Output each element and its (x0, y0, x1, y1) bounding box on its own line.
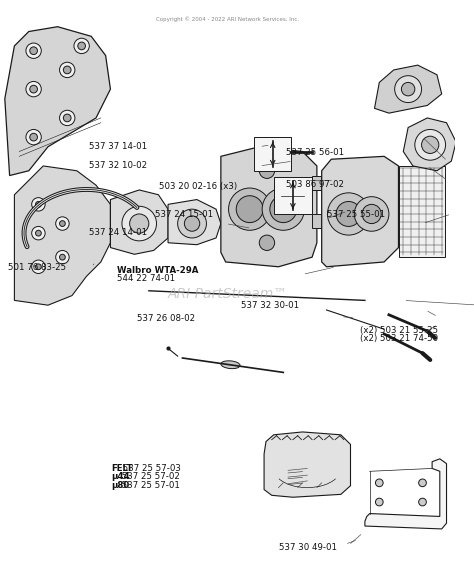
Circle shape (355, 196, 389, 231)
Circle shape (415, 130, 446, 160)
Circle shape (26, 130, 41, 145)
Polygon shape (5, 27, 110, 175)
Polygon shape (221, 147, 317, 267)
Text: FELT: FELT (111, 464, 133, 473)
Polygon shape (168, 199, 221, 245)
Circle shape (32, 198, 45, 211)
Circle shape (64, 114, 71, 122)
Circle shape (401, 82, 415, 96)
Bar (255, 137, 291, 171)
Circle shape (122, 206, 156, 241)
Text: 537 25 56-01: 537 25 56-01 (286, 148, 344, 157)
Polygon shape (14, 166, 110, 305)
Circle shape (64, 66, 71, 74)
Circle shape (336, 202, 361, 227)
Polygon shape (264, 432, 350, 497)
Circle shape (262, 188, 304, 230)
Circle shape (395, 76, 421, 103)
Circle shape (78, 42, 85, 50)
Text: 501 76 83-25: 501 76 83-25 (8, 263, 66, 272)
Circle shape (362, 204, 381, 224)
Circle shape (270, 196, 297, 223)
Text: 537 32 30-01: 537 32 30-01 (241, 301, 300, 310)
Text: 537 25 57-02: 537 25 57-02 (119, 472, 180, 481)
Circle shape (419, 498, 426, 506)
Text: 537 25 57-03: 537 25 57-03 (120, 464, 182, 473)
Circle shape (259, 235, 274, 251)
Circle shape (74, 38, 89, 54)
Text: 503 86 97-02: 503 86 97-02 (286, 179, 344, 188)
Circle shape (419, 479, 426, 486)
Text: 537 37 14-01: 537 37 14-01 (89, 142, 147, 151)
Text: (x2) 503 21 74-50: (x2) 503 21 74-50 (360, 334, 438, 343)
Circle shape (56, 217, 69, 230)
Circle shape (32, 227, 45, 240)
Circle shape (375, 479, 383, 486)
Circle shape (60, 220, 65, 227)
Text: 537 24 15-01: 537 24 15-01 (155, 210, 213, 219)
Text: ARI PartStream™: ARI PartStream™ (167, 287, 288, 301)
Circle shape (26, 43, 41, 58)
Circle shape (375, 498, 383, 506)
Polygon shape (365, 459, 447, 529)
Text: (x2) 503 21 55-25: (x2) 503 21 55-25 (360, 326, 438, 335)
Text: 537 24 14-01: 537 24 14-01 (89, 228, 147, 237)
Circle shape (184, 216, 200, 231)
Circle shape (328, 193, 370, 235)
Circle shape (228, 188, 271, 230)
Text: 537 30 49-01: 537 30 49-01 (280, 543, 337, 552)
Text: 537 25 55-01: 537 25 55-01 (327, 210, 385, 219)
Circle shape (30, 47, 37, 55)
Circle shape (60, 254, 65, 260)
Circle shape (259, 163, 274, 178)
Polygon shape (322, 156, 399, 267)
Circle shape (60, 110, 75, 126)
Circle shape (36, 202, 41, 207)
Polygon shape (277, 144, 290, 159)
Ellipse shape (221, 361, 240, 369)
Text: 544 22 74-01: 544 22 74-01 (118, 275, 175, 283)
Text: μ44: μ44 (111, 472, 130, 481)
Circle shape (26, 82, 41, 97)
Circle shape (421, 136, 439, 154)
Bar (312, 214, 329, 228)
Text: 537 25 57-01: 537 25 57-01 (119, 481, 180, 489)
Circle shape (236, 196, 263, 223)
Text: 537 26 08-02: 537 26 08-02 (137, 314, 195, 323)
Text: 537 32 10-02: 537 32 10-02 (89, 162, 147, 171)
Bar (273, 178, 312, 214)
Circle shape (129, 214, 149, 233)
Polygon shape (374, 65, 442, 113)
Bar (399, 166, 445, 257)
Text: Copyright © 2004 - 2022 ARI Network Services, Inc.: Copyright © 2004 - 2022 ARI Network Serv… (156, 17, 299, 22)
Polygon shape (403, 118, 456, 171)
Text: Walbro WTA-29A: Walbro WTA-29A (118, 266, 199, 275)
Circle shape (56, 251, 69, 264)
Text: μ80: μ80 (111, 481, 130, 489)
Circle shape (30, 133, 37, 141)
Polygon shape (110, 190, 168, 254)
Circle shape (32, 260, 45, 274)
Circle shape (36, 230, 41, 236)
Circle shape (60, 62, 75, 78)
Circle shape (30, 85, 37, 93)
Circle shape (178, 209, 207, 238)
Text: 503 20 02-16 (x3): 503 20 02-16 (x3) (159, 182, 237, 191)
Circle shape (36, 264, 41, 270)
Bar (312, 175, 329, 190)
